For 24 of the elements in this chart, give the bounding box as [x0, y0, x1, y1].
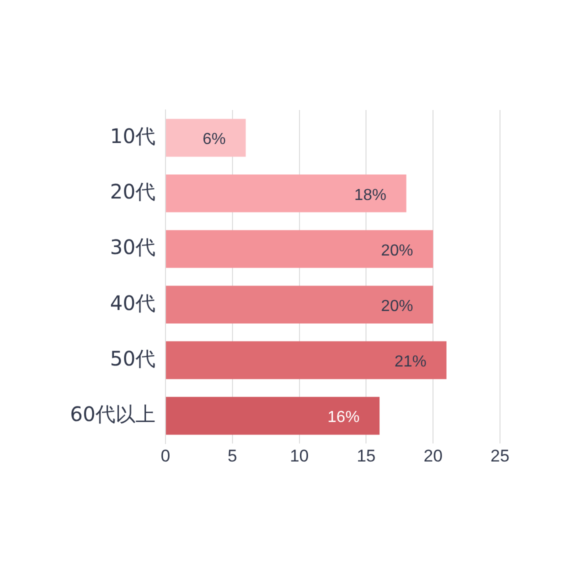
data-label: 20% [381, 298, 414, 316]
y-tick-label: 30代 [110, 235, 156, 260]
data-label: 20% [381, 242, 414, 260]
x-tick-label: 15 [356, 446, 376, 466]
x-tick-label: 20 [424, 446, 443, 466]
x-tick-label: 5 [228, 446, 238, 466]
data-label: 18% [354, 186, 386, 204]
y-tick-label: 50代 [110, 346, 156, 370]
x-tick-label: 10 [290, 446, 309, 466]
x-tick-label: 0 [160, 446, 170, 466]
bar [166, 230, 434, 268]
bar [166, 396, 380, 435]
x-tick-label: 25 [490, 446, 510, 466]
y-tick-label: 40代 [110, 290, 156, 315]
data-label: 21% [394, 354, 426, 371]
y-tick-label: 10代 [110, 124, 156, 148]
data-label: 6% [202, 131, 226, 148]
y-tick-label: 20代 [110, 180, 156, 204]
bar [166, 341, 446, 380]
data-label: 16% [328, 409, 360, 426]
bar [166, 174, 406, 212]
bar [166, 118, 246, 157]
bar [166, 286, 434, 324]
y-tick-label: 60代以上 [70, 402, 156, 426]
